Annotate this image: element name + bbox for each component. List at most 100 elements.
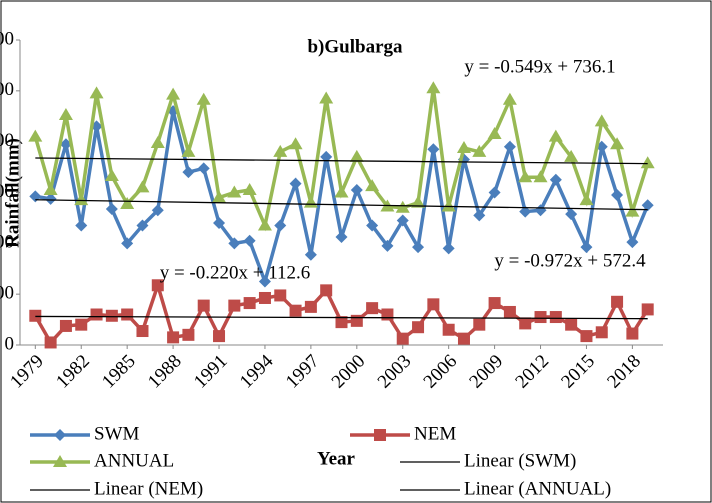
marker bbox=[136, 219, 149, 232]
marker bbox=[243, 234, 256, 247]
equation: y = -0.972x + 572.4 bbox=[494, 250, 646, 271]
marker bbox=[641, 199, 654, 212]
marker bbox=[151, 204, 164, 217]
marker bbox=[350, 183, 363, 196]
legend-label: Linear (ANNUAL) bbox=[464, 478, 611, 499]
marker bbox=[580, 330, 593, 343]
marker bbox=[381, 308, 394, 321]
marker bbox=[548, 129, 563, 142]
marker bbox=[151, 279, 164, 292]
marker bbox=[503, 305, 516, 318]
legend-label: ANNUAL bbox=[94, 450, 174, 471]
marker bbox=[473, 209, 486, 222]
marker bbox=[456, 141, 471, 154]
marker bbox=[610, 137, 625, 150]
marker bbox=[625, 204, 640, 217]
marker bbox=[213, 217, 226, 229]
marker bbox=[396, 214, 409, 227]
y-tick-label: 1200 bbox=[0, 28, 14, 49]
marker bbox=[75, 219, 88, 232]
y-axis-label: Rainfall(mm) bbox=[2, 138, 23, 248]
marker bbox=[487, 127, 502, 140]
trendline bbox=[35, 315, 648, 320]
chart-title: b)Gulbarga bbox=[307, 36, 403, 57]
marker bbox=[120, 196, 135, 209]
marker bbox=[518, 170, 533, 183]
equation: y = -0.549x + 736.1 bbox=[464, 56, 615, 77]
marker bbox=[549, 311, 562, 324]
marker bbox=[121, 237, 134, 250]
marker bbox=[472, 144, 487, 157]
marker bbox=[335, 230, 348, 243]
marker bbox=[411, 195, 426, 208]
marker bbox=[534, 311, 547, 324]
marker bbox=[349, 149, 364, 162]
marker bbox=[366, 219, 379, 232]
marker bbox=[366, 302, 379, 315]
marker bbox=[89, 86, 104, 99]
marker bbox=[258, 291, 271, 304]
marker bbox=[197, 162, 210, 175]
marker bbox=[626, 327, 639, 340]
marker bbox=[564, 149, 579, 162]
marker bbox=[641, 303, 654, 316]
marker bbox=[565, 208, 578, 221]
marker bbox=[427, 298, 440, 311]
marker bbox=[75, 318, 88, 331]
marker bbox=[412, 241, 425, 254]
marker bbox=[320, 150, 333, 163]
marker bbox=[626, 236, 639, 249]
marker bbox=[565, 318, 578, 331]
marker bbox=[196, 92, 211, 105]
marker bbox=[579, 193, 594, 206]
marker bbox=[257, 218, 272, 231]
marker bbox=[274, 289, 287, 302]
marker bbox=[412, 321, 425, 334]
y-tick-label: 200 bbox=[0, 283, 14, 304]
marker bbox=[611, 295, 624, 308]
marker bbox=[304, 248, 317, 261]
marker bbox=[242, 182, 257, 195]
marker bbox=[182, 328, 195, 341]
marker bbox=[150, 135, 165, 148]
x-axis-label: Year bbox=[317, 448, 356, 469]
y-tick-label: 800 bbox=[0, 130, 14, 151]
marker bbox=[395, 200, 410, 213]
marker bbox=[212, 190, 227, 203]
marker bbox=[44, 336, 57, 349]
marker bbox=[59, 319, 72, 332]
marker bbox=[28, 129, 43, 142]
marker bbox=[594, 114, 609, 127]
marker bbox=[53, 455, 67, 467]
marker bbox=[54, 429, 66, 441]
marker bbox=[105, 309, 118, 322]
marker bbox=[519, 317, 532, 330]
marker bbox=[274, 219, 287, 232]
trendline bbox=[35, 199, 648, 211]
marker bbox=[273, 144, 288, 157]
marker bbox=[289, 177, 302, 190]
marker bbox=[473, 318, 486, 331]
marker bbox=[611, 189, 624, 202]
marker bbox=[457, 332, 470, 345]
marker bbox=[640, 156, 655, 169]
marker bbox=[135, 180, 150, 193]
marker bbox=[104, 168, 119, 181]
marker bbox=[90, 308, 103, 321]
marker bbox=[350, 314, 363, 327]
marker bbox=[29, 309, 42, 322]
marker bbox=[381, 239, 394, 252]
marker bbox=[334, 185, 349, 198]
marker bbox=[488, 186, 501, 199]
marker bbox=[105, 203, 118, 216]
trendline bbox=[35, 157, 648, 165]
marker bbox=[595, 326, 608, 339]
marker bbox=[319, 91, 334, 104]
marker bbox=[533, 170, 548, 183]
legend-label: NEM bbox=[414, 423, 456, 444]
marker bbox=[427, 143, 440, 156]
marker bbox=[503, 140, 516, 153]
marker bbox=[258, 275, 271, 288]
